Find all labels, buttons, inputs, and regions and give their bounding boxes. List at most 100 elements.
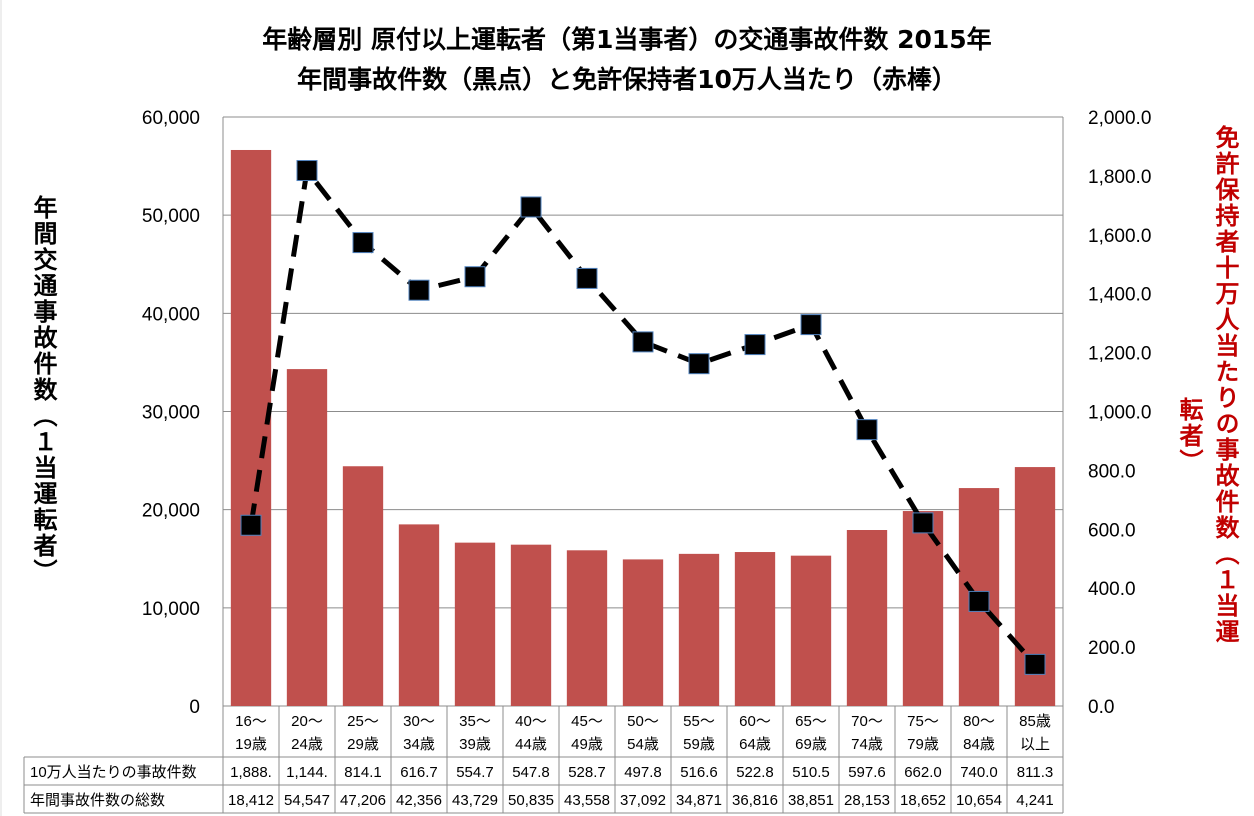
table-cell: 554.7	[456, 764, 494, 781]
bar	[510, 544, 552, 706]
data-point	[576, 267, 598, 289]
table-cell: 36,816	[732, 792, 778, 809]
right-tick-label: 1,800.0	[1088, 167, 1151, 188]
table-cell: 516.6	[680, 764, 718, 781]
left-tick-label: 50,000	[142, 206, 200, 227]
right-axis-label: 免許保持者十万人当たりの事故件数（１当運	[1211, 125, 1239, 645]
table-cell: 740.0	[960, 764, 998, 781]
table-cell: 616.7	[400, 764, 438, 781]
category-label: 54歳	[627, 736, 659, 753]
data-point	[520, 196, 542, 218]
left-tick-label: 40,000	[142, 304, 200, 325]
category-label: 64歳	[739, 736, 771, 753]
chart-subtitle: 年間事故件数（黒点）と免許保持者10万人当たり（赤棒）	[297, 65, 957, 94]
right-tick-label: 200.0	[1088, 638, 1136, 659]
table-cell: 42,356	[396, 792, 442, 809]
category-label: 79歳	[907, 736, 939, 753]
category-label: 34歳	[403, 736, 435, 753]
data-point	[856, 419, 878, 441]
left-tick-label: 0	[189, 697, 200, 718]
right-tick-label: 400.0	[1088, 579, 1136, 600]
data-point	[464, 266, 486, 288]
table-cell: 38,851	[788, 792, 834, 809]
bar	[678, 553, 720, 706]
table-cell: 522.8	[736, 764, 774, 781]
table-cell: 37,092	[620, 792, 666, 809]
table-cell: 662.0	[904, 764, 942, 781]
category-label: 以上	[1020, 736, 1050, 753]
category-label: 20～	[291, 713, 323, 730]
legend-label-bar: 10万人当たりの事故件数	[30, 764, 197, 781]
data-point	[800, 314, 822, 336]
category-label: 30～	[403, 713, 435, 730]
data-point	[296, 160, 318, 182]
table-cell: 4,241	[1016, 792, 1054, 809]
data-point	[632, 331, 654, 353]
table-cell: 34,871	[676, 792, 722, 809]
table-cell: 43,558	[564, 792, 610, 809]
category-label: 49歳	[571, 736, 603, 753]
bar	[790, 555, 832, 706]
right-tick-label: 1,600.0	[1088, 226, 1151, 247]
bar	[398, 524, 440, 706]
bar	[622, 559, 664, 706]
bar	[342, 466, 384, 706]
data-point	[744, 334, 766, 356]
table-cell: 1,888.	[230, 764, 272, 781]
data-point	[1024, 653, 1046, 675]
category-label: 70～	[851, 713, 883, 730]
category-label: 29歳	[347, 736, 379, 753]
category-label: 24歳	[291, 736, 323, 753]
category-label: 85歳	[1019, 713, 1051, 730]
category-label: 74歳	[851, 736, 883, 753]
category-label: 60～	[739, 713, 771, 730]
category-label: 45～	[571, 713, 603, 730]
table-cell: 510.5	[792, 764, 830, 781]
right-tick-label: 1,200.0	[1088, 344, 1151, 365]
table-cell: 18,652	[900, 792, 946, 809]
right-tick-label: 1,400.0	[1088, 285, 1151, 306]
table-cell: 497.8	[624, 764, 662, 781]
left-tick-label: 60,000	[142, 108, 200, 129]
bar	[454, 542, 496, 706]
right-tick-label: 1,000.0	[1088, 403, 1151, 424]
category-label: 19歳	[235, 736, 267, 753]
category-label: 39歳	[459, 736, 491, 753]
left-tick-label: 30,000	[142, 403, 200, 424]
category-label: 16～	[235, 713, 267, 730]
category-label: 55～	[683, 713, 715, 730]
table-cell: 597.6	[848, 764, 886, 781]
category-label: 35～	[459, 713, 491, 730]
right-tick-label: 2,000.0	[1088, 108, 1151, 129]
left-axis-label: 年間交通事故件数（１当運転者）	[29, 195, 57, 585]
bar	[734, 552, 776, 706]
data-point	[408, 279, 430, 301]
table-cell: 43,729	[452, 792, 498, 809]
category-label: 65～	[795, 713, 827, 730]
right-tick-label: 600.0	[1088, 520, 1136, 541]
category-label: 25～	[347, 713, 379, 730]
data-point	[688, 353, 710, 375]
data-point	[352, 232, 374, 254]
category-label: 50～	[627, 713, 659, 730]
table-cell: 47,206	[340, 792, 386, 809]
chart-title: 年齢層別 原付以上運転者（第1当事者）の交通事故件数 2015年	[262, 25, 992, 54]
category-label: 40～	[515, 713, 547, 730]
category-label: 44歳	[515, 736, 547, 753]
category-label: 59歳	[683, 736, 715, 753]
right-tick-label: 800.0	[1088, 461, 1136, 482]
table-cell: 547.8	[512, 764, 550, 781]
data-point	[912, 512, 934, 534]
table-cell: 1,144.	[286, 764, 328, 781]
table-cell: 50,835	[508, 792, 554, 809]
data-point	[240, 514, 262, 536]
table-cell: 18,412	[228, 792, 274, 809]
table-cell: 528.7	[568, 764, 606, 781]
category-label: 84歳	[963, 736, 995, 753]
table-cell: 811.3	[1017, 764, 1053, 781]
category-label: 80～	[963, 713, 995, 730]
right-axis-label-wrap: 転者）	[1175, 397, 1203, 475]
table-cell: 54,547	[284, 792, 330, 809]
